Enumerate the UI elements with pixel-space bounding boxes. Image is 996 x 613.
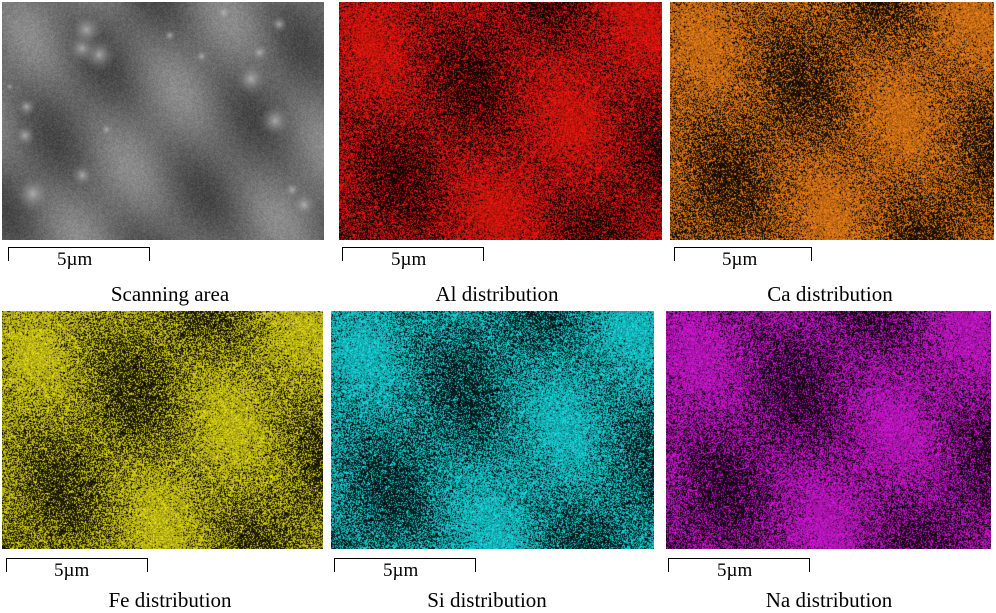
- scale-bar: [668, 558, 810, 572]
- scale-bar: [334, 558, 476, 572]
- scale-bar-label: 5µm: [57, 249, 93, 270]
- ca-distribution-image: [670, 2, 994, 240]
- al-distribution-caption: Al distribution: [435, 282, 559, 306]
- fe-distribution-image: [2, 311, 323, 549]
- scale-bar-label: 5µm: [383, 560, 419, 581]
- na-distribution-caption: Na distribution: [765, 588, 893, 612]
- scale-bar-label: 5µm: [54, 560, 90, 581]
- si-distribution-image: [331, 311, 654, 549]
- scale-bar-label: 5µm: [717, 560, 753, 581]
- fe-distribution-caption: Fe distribution: [108, 588, 232, 612]
- scanning-area-image: [2, 2, 324, 240]
- scale-bar: [8, 247, 150, 261]
- al-distribution-image: [339, 2, 662, 240]
- scale-bar: [674, 247, 812, 261]
- scale-bar-label: 5µm: [722, 249, 758, 270]
- ca-distribution-caption: Ca distribution: [767, 282, 893, 306]
- na-distribution-image: [666, 311, 991, 549]
- scale-bar: [342, 247, 484, 261]
- scale-bar-label: 5µm: [391, 249, 427, 270]
- scale-bar: [6, 558, 148, 572]
- scanning-area-caption: Scanning area: [110, 282, 230, 306]
- si-distribution-caption: Si distribution: [427, 588, 547, 612]
